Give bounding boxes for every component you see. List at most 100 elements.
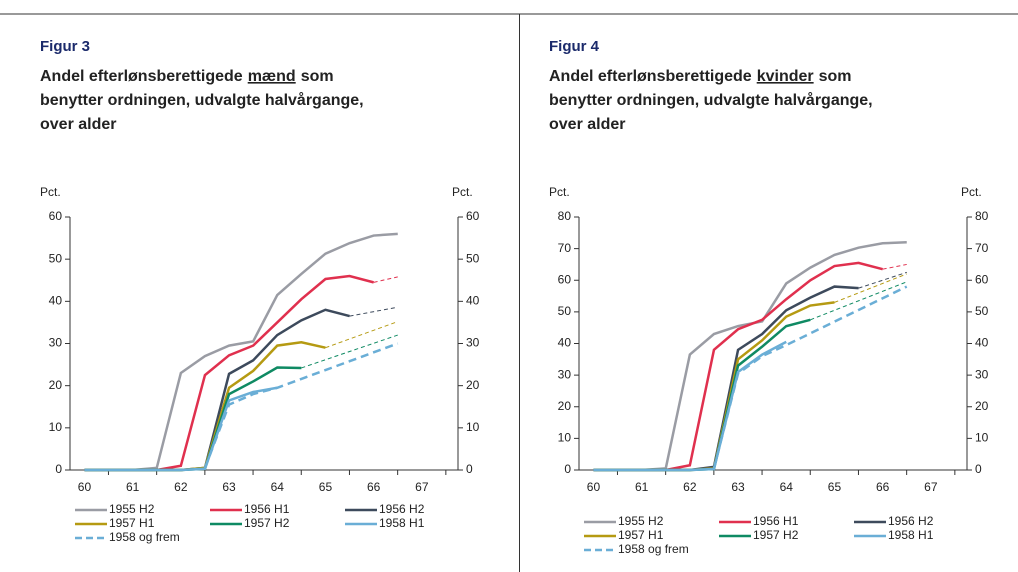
x-tick-label: 60 — [78, 480, 92, 494]
title-part: benytter ordningen, udvalgte halvårgange… — [549, 91, 873, 109]
legend-label: 1956 H1 — [244, 502, 290, 516]
y-tick-label: 20 — [558, 399, 572, 413]
y2-axis-label: Pct. — [961, 185, 982, 199]
chart-title: over alder — [40, 116, 116, 133]
figure-label: Figur 4 — [549, 38, 600, 55]
y2-tick-label: 0 — [975, 462, 982, 476]
chart-title: Andel efterlønsberettigede mænd som — [40, 68, 334, 85]
x-tick-label: 61 — [126, 480, 140, 494]
legend-label: 1958 H1 — [888, 528, 934, 542]
y-tick-label: 40 — [558, 336, 572, 350]
x-tick-label: 63 — [731, 480, 745, 494]
series-projection — [882, 263, 907, 270]
series-line — [84, 386, 278, 472]
chart-title: Andel efterlønsberettigede kvinder som — [549, 68, 852, 85]
legend-label: 1957 H2 — [753, 528, 799, 542]
y-tick-label: 60 — [49, 209, 63, 223]
legend-label: 1958 H1 — [379, 516, 425, 530]
y-tick-label: 30 — [558, 367, 572, 381]
series-line — [84, 232, 398, 472]
y2-tick-label: 60 — [466, 209, 480, 223]
y2-tick-label: 10 — [466, 420, 480, 434]
y2-tick-label: 40 — [466, 294, 480, 308]
series-projection — [834, 273, 907, 303]
x-tick-label: 67 — [415, 480, 429, 494]
y2-tick-label: 50 — [466, 251, 480, 265]
y-axis-label: Pct. — [549, 185, 570, 199]
series-line — [84, 308, 350, 472]
legend-label: 1957 H2 — [244, 516, 290, 530]
chart-title: benytter ordningen, udvalgte halvårgange… — [40, 91, 364, 109]
series-line — [593, 301, 835, 472]
y2-tick-label: 40 — [975, 336, 989, 350]
y-axis-label: Pct. — [40, 185, 61, 199]
title-part: over alder — [549, 116, 625, 133]
title-part: Andel efterlønsberettigede — [40, 68, 243, 85]
series-projection — [810, 281, 907, 321]
y2-tick-label: 80 — [975, 209, 989, 223]
y2-tick-label: 0 — [466, 462, 473, 476]
x-tick-label: 62 — [174, 480, 188, 494]
series-line — [593, 340, 787, 472]
x-tick-label: 62 — [683, 480, 697, 494]
legend-label: 1956 H2 — [379, 502, 425, 516]
x-tick-label: 65 — [319, 480, 333, 494]
y-tick-label: 20 — [49, 378, 63, 392]
series-line — [84, 340, 326, 472]
title-part: som — [301, 68, 334, 85]
y2-tick-label: 20 — [466, 378, 480, 392]
x-tick-label: 61 — [635, 480, 649, 494]
projection-line — [712, 285, 908, 469]
y2-tick-label: 10 — [975, 431, 989, 445]
y-tick-label: 50 — [558, 304, 572, 318]
y-tick-label: 30 — [49, 336, 63, 350]
series-projection — [373, 276, 398, 283]
y-tick-label: 80 — [558, 209, 572, 223]
y2-tick-label: 30 — [975, 367, 989, 381]
title-part: over alder — [40, 116, 116, 133]
y-tick-label: 0 — [564, 462, 571, 476]
x-tick-label: 63 — [222, 480, 236, 494]
x-tick-label: 65 — [828, 480, 842, 494]
title-part: Andel efterlønsberettigede — [549, 68, 752, 85]
y-tick-label: 70 — [558, 241, 572, 255]
y2-tick-label: 60 — [975, 272, 989, 286]
figure-label: Figur 3 — [40, 38, 90, 55]
chart-title: over alder — [549, 116, 625, 133]
x-tick-label: 67 — [924, 480, 938, 494]
series-projection — [349, 306, 398, 317]
y2-tick-label: 30 — [466, 336, 480, 350]
legend-label: 1955 H2 — [618, 514, 664, 528]
title-part: benytter ordningen, udvalgte halvårgange… — [40, 91, 364, 109]
legend-label: 1958 og frem — [109, 530, 180, 544]
y-tick-label: 10 — [558, 431, 572, 445]
legend-label: 1956 H2 — [888, 514, 934, 528]
legend-label: 1958 og frem — [618, 542, 689, 556]
chart-title: benytter ordningen, udvalgte halvårgange… — [549, 91, 873, 109]
legend-label: 1955 H2 — [109, 502, 155, 516]
y-tick-label: 40 — [49, 294, 63, 308]
legend-label: 1957 H1 — [109, 516, 155, 530]
legend-label: 1957 H1 — [618, 528, 664, 542]
projection-line — [203, 342, 399, 469]
title-part: som — [819, 68, 852, 85]
y-tick-label: 10 — [49, 420, 63, 434]
y2-tick-label: 50 — [975, 304, 989, 318]
x-tick-label: 60 — [587, 480, 601, 494]
y-tick-label: 60 — [558, 272, 572, 286]
x-tick-label: 66 — [876, 480, 890, 494]
y2-tick-label: 70 — [975, 241, 989, 255]
title-part: kvinder — [757, 68, 814, 85]
series-projection — [301, 334, 398, 369]
x-tick-label: 64 — [780, 480, 794, 494]
series-line — [593, 318, 811, 472]
x-tick-label: 64 — [271, 480, 285, 494]
series-line — [593, 285, 859, 472]
y2-tick-label: 20 — [975, 399, 989, 413]
x-tick-label: 66 — [367, 480, 381, 494]
y2-axis-label: Pct. — [452, 185, 473, 199]
y-tick-label: 50 — [49, 251, 63, 265]
legend-label: 1956 H1 — [753, 514, 799, 528]
series-projection — [325, 321, 398, 349]
